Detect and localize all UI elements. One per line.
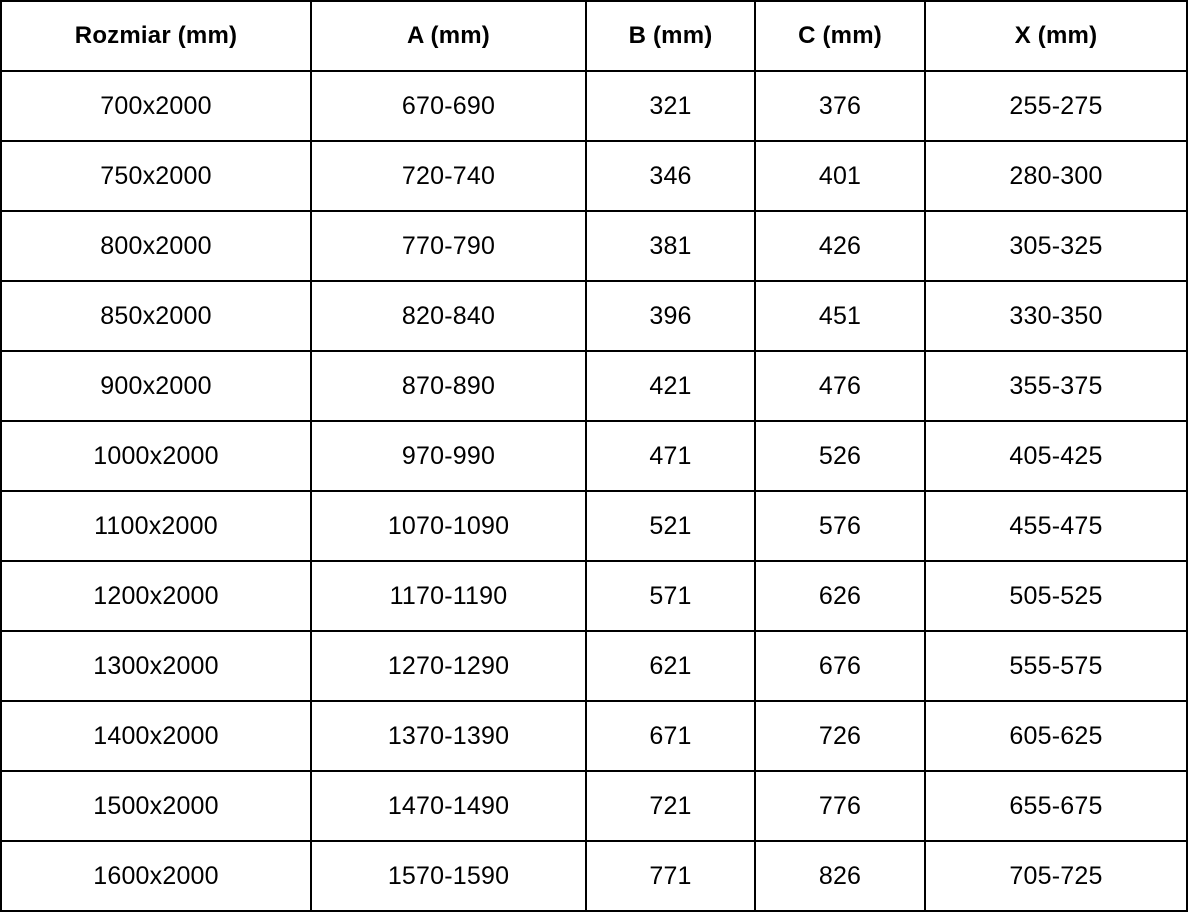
cell-b: 421 [585,350,756,422]
cell-a: 1570-1590 [310,840,587,912]
table-row: 1100x2000 1070-1090 521 576 455-475 [0,490,1188,562]
cell-a: 1370-1390 [310,700,587,772]
cell-b: 396 [585,280,756,352]
cell-a: 970-990 [310,420,587,492]
cell-x: 555-575 [924,630,1188,702]
cell-c: 376 [754,70,926,142]
table-row: 1300x2000 1270-1290 621 676 555-575 [0,630,1188,702]
cell-x: 330-350 [924,280,1188,352]
cell-b: 471 [585,420,756,492]
cell-b: 381 [585,210,756,282]
cell-x: 655-675 [924,770,1188,842]
cell-x: 355-375 [924,350,1188,422]
cell-size: 1500x2000 [0,770,312,842]
table-row: 800x2000 770-790 381 426 305-325 [0,210,1188,282]
cell-c: 576 [754,490,926,562]
cell-a: 1170-1190 [310,560,587,632]
table-header: Rozmiar (mm) A (mm) B (mm) C (mm) X (mm) [0,0,1188,72]
cell-b: 771 [585,840,756,912]
cell-a: 1470-1490 [310,770,587,842]
cell-size: 850x2000 [0,280,312,352]
table-body: 700x2000 670-690 321 376 255-275 750x2000 720-… [0,70,1188,912]
cell-c: 426 [754,210,926,282]
table-row: 1200x2000 1170-1190 571 626 505-525 [0,560,1188,632]
table-row: 900x2000 870-890 421 476 355-375 [0,350,1188,422]
table-row: 1600x2000 1570-1590 771 826 705-725 [0,840,1188,912]
table-row: 700x2000 670-690 321 376 255-275 [0,70,1188,142]
cell-c: 401 [754,140,926,212]
cell-b: 571 [585,560,756,632]
cell-c: 626 [754,560,926,632]
cell-x: 455-475 [924,490,1188,562]
cell-x: 280-300 [924,140,1188,212]
cell-size: 1100x2000 [0,490,312,562]
cell-a: 720-740 [310,140,587,212]
cell-size: 1300x2000 [0,630,312,702]
table-row: 1000x2000 970-990 471 526 405-425 [0,420,1188,492]
cell-size: 1400x2000 [0,700,312,772]
cell-size: 1000x2000 [0,420,312,492]
cell-c: 476 [754,350,926,422]
cell-a: 870-890 [310,350,587,422]
cell-a: 670-690 [310,70,587,142]
table-row: 750x2000 720-740 346 401 280-300 [0,140,1188,212]
cell-c: 776 [754,770,926,842]
cell-x: 605-625 [924,700,1188,772]
column-header-a: A (mm) [310,0,587,72]
cell-c: 676 [754,630,926,702]
cell-size: 900x2000 [0,350,312,422]
cell-c: 451 [754,280,926,352]
cell-x: 405-425 [924,420,1188,492]
cell-x: 505-525 [924,560,1188,632]
column-header-size: Rozmiar (mm) [0,0,312,72]
cell-x: 255-275 [924,70,1188,142]
table-row: 850x2000 820-840 396 451 330-350 [0,280,1188,352]
cell-b: 321 [585,70,756,142]
cell-b: 671 [585,700,756,772]
table-header-row: Rozmiar (mm) A (mm) B (mm) C (mm) X (mm) [0,0,1188,72]
cell-b: 721 [585,770,756,842]
column-header-c: C (mm) [754,0,926,72]
cell-x: 705-725 [924,840,1188,912]
cell-c: 726 [754,700,926,772]
cell-a: 820-840 [310,280,587,352]
column-header-x: X (mm) [924,0,1188,72]
table-row: 1500x2000 1470-1490 721 776 655-675 [0,770,1188,842]
table-row: 1400x2000 1370-1390 671 726 605-625 [0,700,1188,772]
cell-size: 750x2000 [0,140,312,212]
cell-c: 826 [754,840,926,912]
cell-size: 700x2000 [0,70,312,142]
cell-size: 1600x2000 [0,840,312,912]
cell-b: 621 [585,630,756,702]
cell-b: 521 [585,490,756,562]
column-header-b: B (mm) [585,0,756,72]
cell-b: 346 [585,140,756,212]
cell-a: 1070-1090 [310,490,587,562]
cell-a: 770-790 [310,210,587,282]
cell-x: 305-325 [924,210,1188,282]
cell-size: 800x2000 [0,210,312,282]
cell-c: 526 [754,420,926,492]
cell-a: 1270-1290 [310,630,587,702]
cell-size: 1200x2000 [0,560,312,632]
